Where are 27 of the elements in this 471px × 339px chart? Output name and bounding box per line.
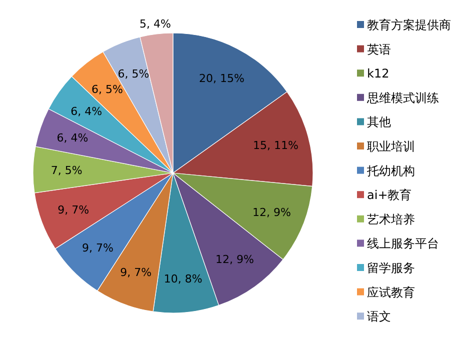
data-label: 7, 5% bbox=[50, 164, 82, 177]
data-label: 9, 7% bbox=[58, 204, 90, 217]
data-label: 6, 5% bbox=[92, 82, 123, 96]
data-label: 12, 9% bbox=[215, 253, 254, 266]
data-label: 12, 9% bbox=[252, 206, 292, 220]
legend-label: 英语 bbox=[367, 42, 391, 56]
legend-label: 职业培训 bbox=[367, 140, 415, 154]
data-label: 6, 4% bbox=[70, 104, 102, 118]
data-label: 6, 4% bbox=[56, 132, 88, 145]
legend-label: 留学服务 bbox=[367, 261, 415, 275]
legend-label: ai+教育 bbox=[367, 188, 412, 202]
legend-label: 应试教育 bbox=[367, 285, 415, 300]
data-label: 9, 7% bbox=[120, 266, 152, 280]
legend-label: k12 bbox=[367, 66, 390, 81]
data-label: 5, 4% bbox=[139, 18, 171, 31]
legend-label: 线上服务平台 bbox=[367, 236, 439, 251]
legend-label: 教育方案提供商 bbox=[367, 18, 451, 32]
data-label: 6, 5% bbox=[118, 68, 150, 81]
legend-label: 托幼机构 bbox=[366, 164, 415, 178]
legend-label: 艺术培养 bbox=[367, 212, 415, 226]
legend-label: 语文 bbox=[367, 310, 391, 324]
data-label: 10, 8% bbox=[164, 272, 202, 286]
data-label: 9, 7% bbox=[82, 242, 114, 255]
legend-label: 其他 bbox=[367, 115, 391, 130]
data-label: 20, 15% bbox=[199, 72, 244, 85]
legend-label: 思维模式训练 bbox=[366, 90, 439, 105]
data-label: 15, 11% bbox=[253, 138, 298, 152]
